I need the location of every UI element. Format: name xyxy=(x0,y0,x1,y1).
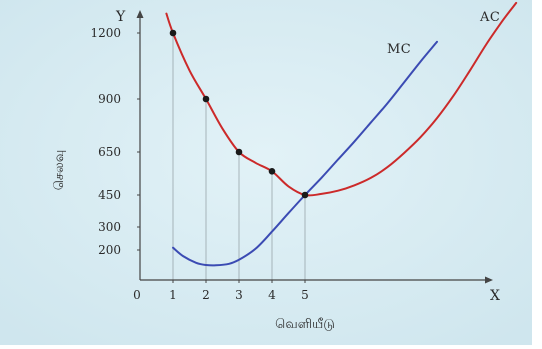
x-axis-letter: X xyxy=(490,288,500,304)
x-tick-label-2: 2 xyxy=(202,288,210,302)
ac-point-2 xyxy=(202,95,210,103)
y-axis-title: செலவு xyxy=(52,150,67,191)
y-axis-arrow xyxy=(136,10,144,18)
y-tick-label-900: 900 xyxy=(98,92,121,106)
chart-background xyxy=(0,0,532,345)
y-tick-label-450: 450 xyxy=(98,188,121,202)
x-tick-label-3: 3 xyxy=(235,288,243,302)
ac-point-1 xyxy=(169,29,177,37)
ac-curve-label: AC xyxy=(479,10,500,25)
origin-label: 0 xyxy=(133,288,141,302)
x-tick-label-4: 4 xyxy=(268,288,276,302)
mc-curve-label: MC xyxy=(387,42,411,57)
ac-curve xyxy=(165,1,518,197)
mc-curve xyxy=(172,40,438,267)
y-tick-label-650: 650 xyxy=(98,145,121,159)
ac-point-4 xyxy=(268,168,276,175)
x-axis-arrow xyxy=(485,276,493,284)
y-axis-letter: Y xyxy=(115,9,126,25)
y-tick-label-1200: 1200 xyxy=(90,26,121,40)
ac-point-3 xyxy=(235,148,243,156)
ac-point-5 xyxy=(301,191,309,199)
y-tick-label-200: 200 xyxy=(98,243,121,257)
y-tick-label-300: 300 xyxy=(98,220,121,234)
x-tick-label-1: 1 xyxy=(169,288,177,302)
x-axis-title: வெளியீடு xyxy=(275,317,335,332)
x-tick-label-5: 5 xyxy=(301,288,309,302)
